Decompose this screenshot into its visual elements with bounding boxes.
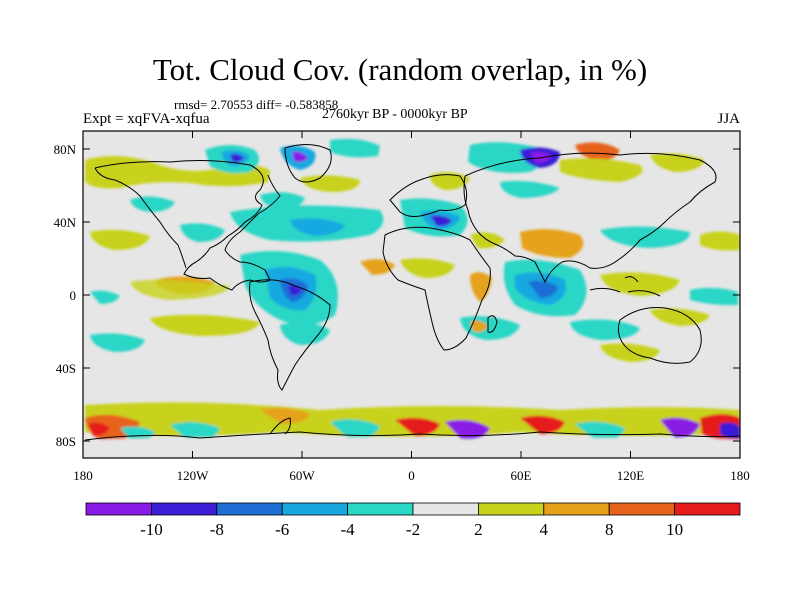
colorbar-label: -10 bbox=[140, 520, 163, 539]
lon-tick-label: 180 bbox=[73, 468, 93, 483]
lat-tick-label: 40N bbox=[54, 215, 77, 230]
lon-tick-label: 120W bbox=[177, 468, 210, 483]
colorbar bbox=[85, 502, 741, 516]
lon-tick-label: 180 bbox=[730, 468, 750, 483]
longitude-ticks bbox=[82, 131, 741, 458]
colorbar-swatch bbox=[85, 502, 152, 516]
lat-tick-label: 0 bbox=[70, 288, 77, 303]
colorbar-swatch bbox=[347, 502, 414, 516]
lon-tick-label: 60E bbox=[511, 468, 532, 483]
lat-tick-label: 80S bbox=[56, 434, 76, 449]
lon-tick-label: 60W bbox=[289, 468, 315, 483]
colorbar-labels: -10 -8 -6 -4 -2 2 4 8 10 bbox=[140, 520, 683, 539]
colorbar-swatch bbox=[608, 502, 676, 516]
statistics-text: rmsd= 2.70553 diff= -0.583858 bbox=[174, 97, 339, 112]
coastlines bbox=[84, 144, 740, 441]
colorbar-swatch bbox=[477, 502, 545, 516]
colorbar-swatch bbox=[150, 502, 218, 516]
colorbar-label: -2 bbox=[406, 520, 420, 539]
colorbar-label: 2 bbox=[474, 520, 483, 539]
colorbar-swatch bbox=[281, 502, 349, 516]
lon-tick-label: 120E bbox=[617, 468, 645, 483]
experiment-label: Expt = xqFVA-xqfua bbox=[83, 111, 210, 127]
colorbar-label: -4 bbox=[341, 520, 356, 539]
colorbar-label: -8 bbox=[210, 520, 224, 539]
colorbar-swatch bbox=[216, 502, 283, 516]
colorbar-label: 8 bbox=[605, 520, 614, 539]
period-label: 2760kyr BP - 0000kyr BP bbox=[322, 107, 468, 122]
colorbar-label: -6 bbox=[275, 520, 289, 539]
colorbar-swatch bbox=[543, 502, 610, 516]
colorbar-swatch bbox=[674, 502, 741, 516]
colorbar-swatch bbox=[412, 502, 479, 516]
lat-tick-label: 80N bbox=[54, 142, 77, 157]
latitude-ticks bbox=[83, 148, 740, 442]
colorbar-label: 4 bbox=[540, 520, 549, 539]
map-title: Tot. Cloud Cov. (random overlap, in %) bbox=[152, 52, 648, 87]
season-label: JJA bbox=[717, 111, 740, 127]
colorbar-label: 10 bbox=[666, 520, 683, 539]
lon-tick-label: 0 bbox=[408, 468, 415, 483]
lat-tick-label: 40S bbox=[56, 361, 76, 376]
